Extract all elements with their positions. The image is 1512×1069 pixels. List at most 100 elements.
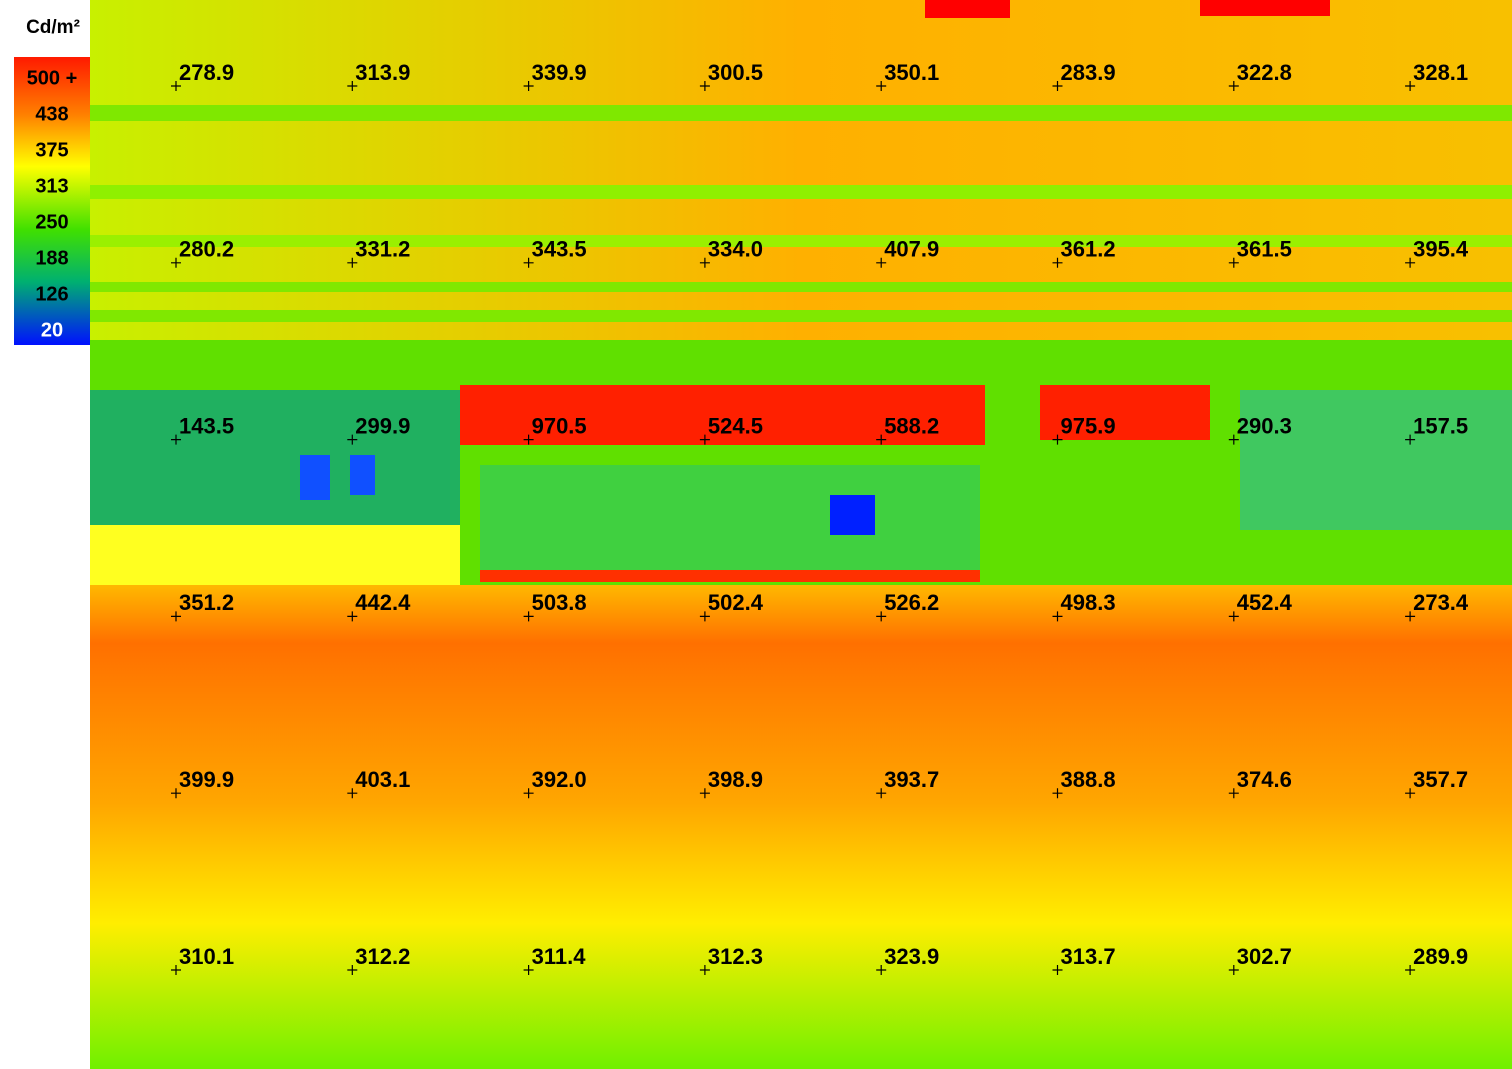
crosshair [699,611,710,622]
legend-unit: Cd/m² [26,17,80,38]
luminance-value: 398.9 [708,767,763,792]
luminance-value: 393.7 [884,767,939,792]
crosshair [699,434,710,445]
luminance-value: 399.9 [179,767,234,792]
luminance-value: 361.2 [1061,237,1116,262]
crosshair [347,434,358,445]
crosshair [523,611,534,622]
luminance-value: 524.5 [708,413,763,438]
crosshair [1405,257,1416,268]
crosshair [876,611,887,622]
legend-label: 20 [41,319,63,341]
luminance-value: 339.9 [532,60,587,85]
measurement-grid: 278.9 313.9 339.9 300.5 350.1 283.9 322.8 328.1… [171,60,1469,975]
crosshair [1405,611,1416,622]
legend-label: 438 [35,103,68,125]
luminance-value: 278.9 [179,60,234,85]
luminance-value: 300.5 [708,60,763,85]
crosshair [1228,788,1239,799]
crosshair [1052,434,1063,445]
crosshair [1405,434,1416,445]
legend-label: 188 [35,247,68,269]
luminance-value: 312.3 [708,944,763,969]
crosshair [876,257,887,268]
luminance-value: 283.9 [1061,60,1116,85]
luminance-value: 351.2 [179,590,234,615]
crosshair [171,611,181,622]
crosshair [347,965,358,975]
legend-label: 375 [35,139,68,161]
luminance-value: 357.7 [1413,767,1468,792]
luminance-value: 392.0 [532,767,587,792]
rendering [90,0,1512,1069]
crosshair [1228,611,1239,622]
legend-label: 313 [35,175,68,197]
luminance-value: 975.9 [1061,413,1116,438]
crosshair [1228,257,1239,268]
luminance-value: 526.2 [884,590,939,615]
legend-label: 126 [35,283,68,305]
crosshair [523,257,534,268]
crosshair [1052,788,1063,799]
luminance-value: 273.4 [1413,590,1469,615]
luminance-value: 334.0 [708,237,763,262]
crosshair [876,434,887,445]
luminance-value: 157.5 [1413,413,1468,438]
luminance-value: 374.6 [1237,767,1292,792]
luminance-value: 299.9 [355,413,410,438]
crosshair [347,611,358,622]
crosshair [876,81,887,91]
luminance-value: 322.8 [1237,60,1292,85]
crosshair [523,81,534,91]
luminance-value: 442.4 [355,590,411,615]
luminance-value: 498.3 [1061,590,1116,615]
crosshair [523,788,534,799]
legend-label: 250 [35,211,68,233]
luminance-value: 313.9 [355,60,410,85]
crosshair [171,81,181,91]
crosshair [1405,788,1416,799]
luminance-value: 502.4 [708,590,764,615]
crosshair [1052,611,1063,622]
luminance-value: 361.5 [1237,237,1292,262]
legend-label: 500 + [27,67,78,89]
crosshair [347,788,358,799]
crosshair [171,965,181,975]
luminance-value: 323.9 [884,944,939,969]
crosshair [171,257,181,268]
luminance-value: 452.4 [1237,590,1293,615]
crosshair [876,965,887,975]
legend-scale [14,57,90,345]
luminance-value: 395.4 [1413,237,1469,262]
crosshair [699,788,710,799]
crosshair [1052,257,1063,268]
luminance-value: 503.8 [532,590,587,615]
crosshair [699,257,710,268]
luminance-value: 407.9 [884,237,939,262]
crosshair [1228,434,1239,445]
luminance-value: 289.9 [1413,944,1468,969]
luminance-value: 328.1 [1413,60,1468,85]
luminance-value: 290.3 [1237,413,1292,438]
luminance-value: 302.7 [1237,944,1292,969]
luminance-value: 312.2 [355,944,410,969]
crosshair [523,965,534,975]
crosshair [1405,81,1416,91]
luminance-value: 388.8 [1061,767,1116,792]
crosshair [1228,81,1239,91]
crosshair [876,788,887,799]
luminance-value: 143.5 [179,413,234,438]
crosshair [347,257,358,268]
crosshair [171,788,181,799]
luminance-value: 311.4 [532,944,587,969]
luminance-value: 331.2 [355,237,410,262]
luminance-value: 350.1 [884,60,939,85]
luminance-value: 970.5 [532,413,587,438]
crosshair [1052,965,1063,975]
crosshair [699,81,710,91]
luminance-value: 280.2 [179,237,234,262]
crosshair [347,81,358,91]
crosshair [699,965,710,975]
crosshair [1228,965,1239,975]
